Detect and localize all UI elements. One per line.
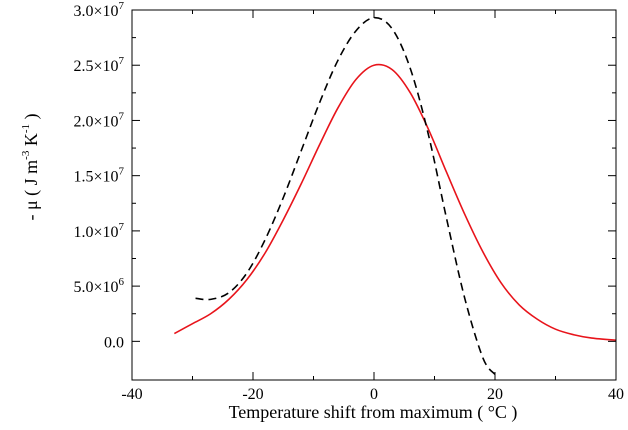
- x-axis-title: Temperature shift from maximum ( °C ): [229, 402, 518, 423]
- y-axis-title-main: - μ ( J m: [21, 160, 42, 221]
- x-tick-label: 0: [370, 386, 378, 403]
- y-axis-title-k: K: [21, 133, 41, 151]
- x-tick-label: -40: [121, 386, 142, 403]
- y-tick-label: 2.5×107: [73, 55, 124, 75]
- y-tick-label: 1.5×107: [73, 166, 124, 186]
- y-tick-label: 3.0×107: [73, 0, 124, 20]
- x-tick-label: 20: [487, 386, 503, 403]
- x-tick-label: -20: [242, 386, 263, 403]
- y-tick-label: 2.0×107: [73, 110, 124, 130]
- series-line-dashed: [195, 16, 496, 376]
- y-axis-title-exp2: -1: [20, 124, 32, 133]
- y-axis-title: - μ ( J m-3 K-1 ): [20, 114, 42, 221]
- x-tick-labels: -40 -20 0 20 40: [121, 386, 624, 403]
- axis-ticks: [131, 9, 617, 380]
- y-axis-title-end: ): [21, 114, 42, 125]
- y-axis-title-exp1: -3: [20, 150, 32, 160]
- y-tick-label: 1.0×107: [73, 221, 124, 241]
- x-tick-label: 40: [608, 386, 624, 403]
- y-tick-label: 0.0: [104, 334, 124, 351]
- series-line-solid: [173, 63, 617, 342]
- y-tick-labels: 0.0 5.0×106 1.0×107 1.5×107 2.0×107 2.5×107 3.…: [73, 0, 124, 351]
- y-tick-label: 5.0×106: [73, 276, 124, 296]
- plot-series: [173, 16, 617, 376]
